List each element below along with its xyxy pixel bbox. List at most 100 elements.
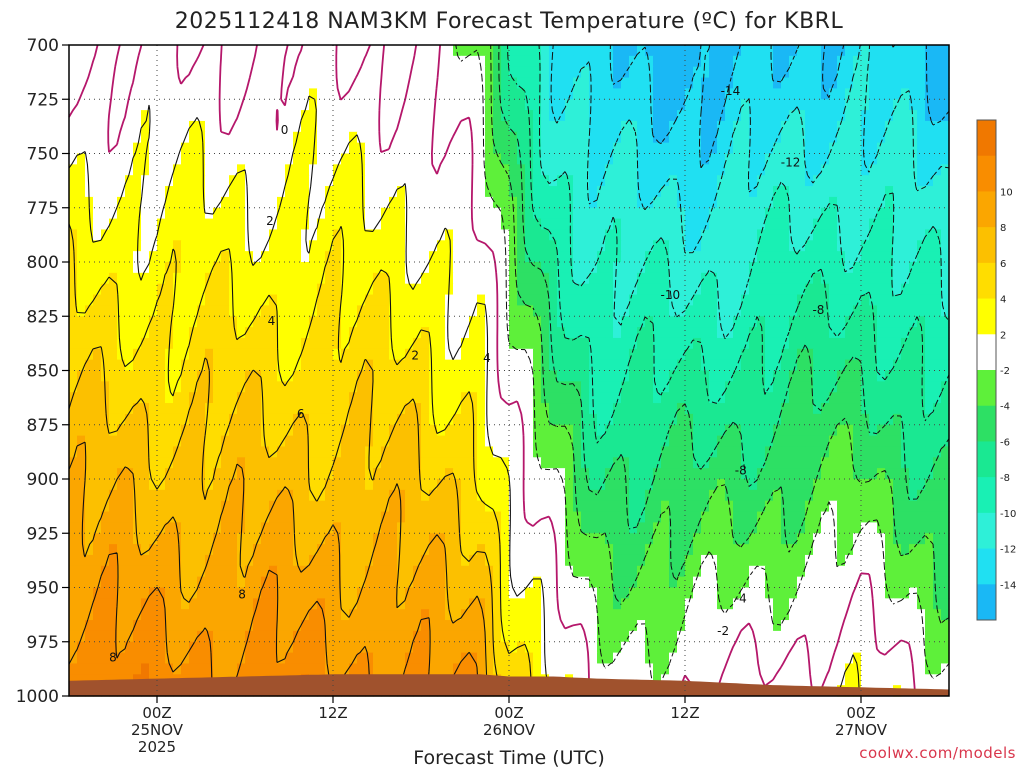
field-cell [613, 207, 622, 220]
field-cell [653, 131, 662, 144]
field-cell [453, 110, 462, 122]
field-cell [357, 77, 366, 89]
field-cell [653, 327, 662, 339]
field-cell [517, 45, 526, 57]
field-cell [933, 175, 942, 187]
field-cell [101, 337, 110, 350]
field-cell [165, 88, 174, 100]
field-cell [173, 88, 182, 100]
field-cell [709, 196, 718, 209]
field-cell [885, 348, 894, 361]
field-cell [605, 511, 614, 523]
field-cell [341, 500, 350, 513]
field-cell [645, 424, 654, 437]
field-cell [765, 468, 774, 480]
field-cell [693, 218, 702, 231]
field-cell [861, 435, 870, 448]
field-cell [397, 120, 406, 133]
field-cell [917, 348, 926, 361]
field-cell [909, 392, 918, 404]
field-cell [797, 479, 806, 491]
field-cell [725, 446, 734, 458]
field-cell [421, 55, 430, 68]
field-cell [253, 240, 262, 252]
field-cell [469, 131, 478, 144]
field-cell [685, 272, 694, 285]
field-cell [925, 381, 934, 393]
field-cell [549, 45, 558, 57]
field-cell [629, 272, 638, 285]
field-cell [613, 392, 622, 404]
field-cell [461, 403, 470, 415]
field-cell [549, 142, 558, 155]
field-cell [501, 196, 510, 209]
field-cell [933, 337, 942, 350]
field-cell [901, 370, 910, 382]
field-cell [389, 489, 398, 502]
field-cell [637, 240, 646, 252]
field-cell [341, 207, 350, 220]
field-cell [405, 164, 414, 176]
field-cell [373, 489, 382, 502]
field-cell [349, 381, 358, 393]
field-cell [549, 381, 558, 393]
field-cell [301, 294, 310, 306]
field-cell [77, 316, 86, 328]
field-cell [165, 131, 174, 144]
field-cell [821, 327, 830, 339]
field-cell [661, 413, 670, 426]
field-cell [909, 77, 918, 89]
field-cell [613, 229, 622, 241]
field-cell [365, 55, 374, 68]
field-cell [829, 229, 838, 241]
field-cell [349, 164, 358, 176]
field-cell [645, 305, 654, 317]
field-cell [317, 175, 326, 187]
field-cell [149, 348, 158, 361]
field-cell [861, 55, 870, 68]
field-cell [493, 403, 502, 415]
field-cell [557, 479, 566, 491]
field-cell [933, 120, 942, 133]
field-cell [869, 99, 878, 111]
field-cell [373, 110, 382, 122]
field-cell [885, 55, 894, 68]
field-cell [253, 392, 262, 404]
field-cell [141, 316, 150, 328]
field-cell [661, 446, 670, 458]
field-cell [141, 500, 150, 513]
field-cell [669, 131, 678, 144]
field-cell [493, 45, 502, 57]
field-cell [261, 251, 270, 263]
field-cell [477, 55, 486, 68]
field-cell [789, 77, 798, 89]
field-cell [749, 175, 758, 187]
field-cell [765, 218, 774, 231]
field-cell [845, 392, 854, 404]
field-cell [437, 316, 446, 328]
field-cell [941, 522, 950, 534]
field-cell [901, 403, 910, 415]
field-cell [821, 511, 830, 523]
field-cell [173, 218, 182, 231]
field-cell [749, 88, 758, 100]
field-cell [437, 479, 446, 491]
field-cell [909, 500, 918, 513]
field-cell [685, 511, 694, 523]
field-cell [853, 45, 862, 57]
field-cell [557, 196, 566, 209]
field-cell [493, 413, 502, 426]
field-cell [181, 370, 190, 382]
field-cell [901, 120, 910, 133]
field-cell [165, 316, 174, 328]
field-cell [813, 370, 822, 382]
field-cell [557, 45, 566, 57]
field-cell [469, 359, 478, 372]
field-cell [293, 186, 302, 198]
field-cell [101, 294, 110, 306]
field-cell [109, 45, 118, 57]
field-cell [669, 110, 678, 122]
field-cell [885, 164, 894, 176]
field-cell [709, 359, 718, 372]
field-cell [933, 468, 942, 480]
